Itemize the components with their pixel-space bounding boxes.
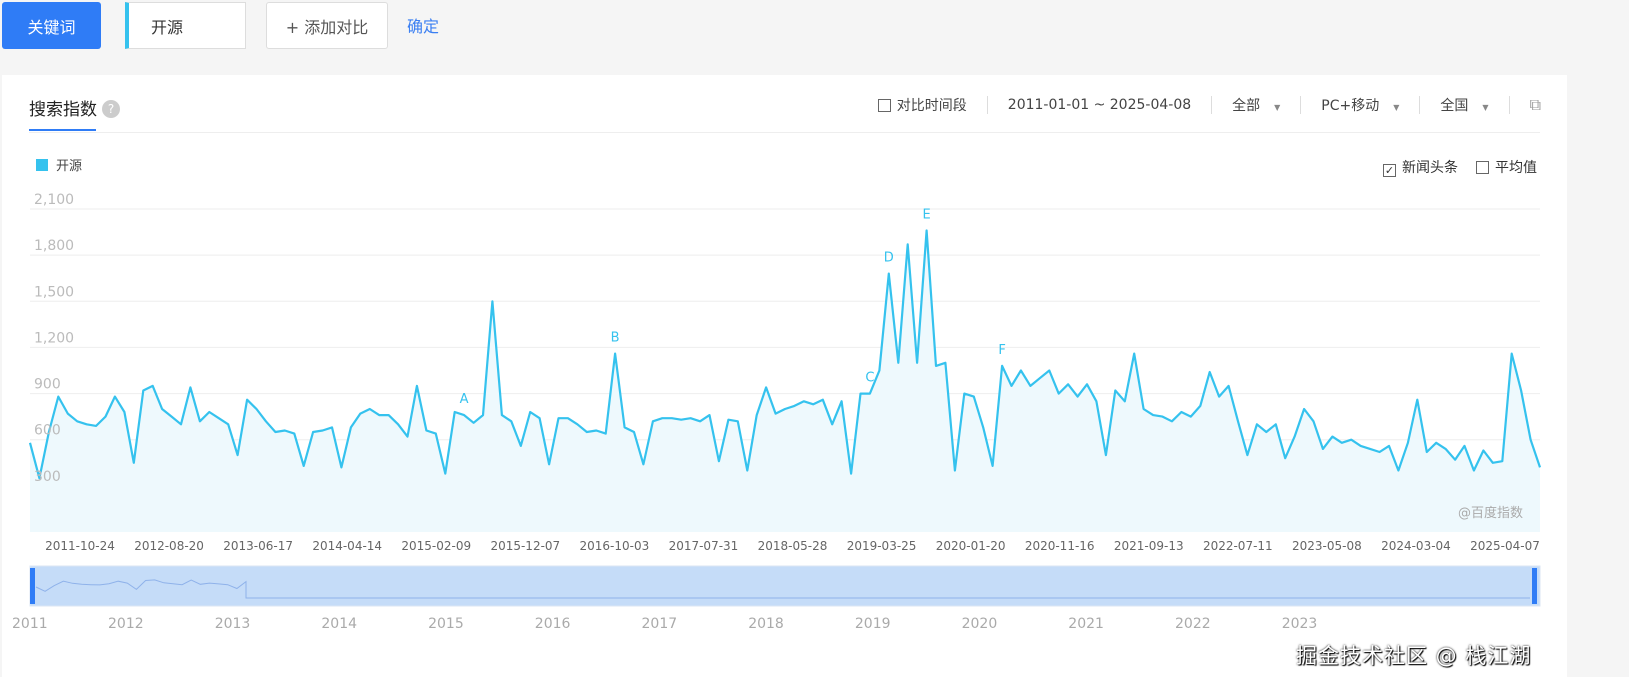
y-tick-label: 1,200 — [34, 330, 74, 346]
x-tick-label: 2022-07-11 — [1203, 539, 1273, 553]
keyword-button[interactable]: 关键词 — [2, 2, 101, 49]
navigator-year-label: 2021 — [1068, 616, 1104, 632]
x-tick-label: 2016-10-03 — [580, 539, 650, 553]
x-tick-label: 2013-06-17 — [223, 539, 293, 553]
divider — [29, 132, 1540, 133]
news-label: 新闻头条 — [1402, 160, 1458, 176]
navigator-year-label: 2012 — [108, 616, 144, 632]
x-tick-label: 2012-08-20 — [134, 539, 204, 553]
watermark: 掘金技术社区 @ 栈江湖 — [1296, 644, 1532, 668]
navigator-year-label: 2013 — [215, 616, 251, 632]
average-label: 平均值 — [1495, 160, 1537, 176]
annotation-E: E — [922, 208, 930, 223]
separator — [1508, 96, 1510, 114]
confirm-link[interactable]: 确定 — [407, 17, 440, 36]
export-icon[interactable]: ⧉ — [1529, 95, 1541, 114]
y-tick-label: 1,800 — [34, 238, 74, 254]
navigator-year-label: 2015 — [428, 616, 464, 632]
x-tick-label: 2018-05-28 — [758, 539, 828, 553]
x-tick-label: 2015-12-07 — [490, 539, 560, 553]
x-tick-label: 2024-03-04 — [1381, 539, 1451, 553]
help-icon[interactable]: ? — [102, 100, 120, 118]
annotation-F: F — [998, 343, 1005, 358]
navigator-year-label: 2020 — [962, 616, 998, 632]
separator — [1300, 96, 1302, 114]
annotation-A: A — [460, 392, 469, 407]
legend-swatch — [36, 158, 48, 171]
keyword-input[interactable]: 开源 — [125, 2, 246, 49]
x-tick-label: 2025-04-07 — [1470, 539, 1540, 553]
navigator-year-label: 2018 — [748, 616, 784, 632]
x-tick-label: 2014-04-14 — [312, 539, 382, 553]
chart-legend[interactable]: 开源 — [36, 155, 82, 174]
navigator-year-label: 2023 — [1282, 616, 1318, 632]
x-tick-label: 2021-09-13 — [1114, 539, 1184, 553]
region-label: 全国 — [1440, 98, 1469, 114]
series-area — [30, 230, 1540, 532]
x-tick-label: 2015-02-09 — [401, 539, 471, 553]
y-tick-label: 1,500 — [34, 284, 74, 300]
navigator-year-label: 2017 — [642, 616, 678, 632]
y-tick-label: 300 — [34, 469, 61, 485]
annotation-B: B — [611, 331, 620, 346]
news-checkbox[interactable]: ✓ 新闻头条 — [1383, 157, 1458, 177]
average-checkbox[interactable]: 平均值 — [1476, 157, 1537, 177]
legend-label: 开源 — [56, 159, 83, 174]
separator — [986, 96, 988, 114]
annotation-D: D — [884, 251, 894, 266]
x-tick-label: 2017-07-31 — [669, 539, 739, 553]
filter-controls: 对比时间段 2011-01-01 ~ 2025-04-08 全部 ▼ PC+移动 ▼… — [877, 95, 1541, 115]
x-tick-label: 2011-10-24 — [45, 539, 115, 553]
navigator-preview-line — [35, 579, 1530, 599]
caret-down-icon: ▼ — [1274, 103, 1281, 112]
panel-title[interactable]: 搜索指数? — [29, 95, 120, 120]
navigator-left-handle[interactable] — [30, 568, 35, 604]
date-range-picker[interactable]: 2011-01-01 ~ 2025-04-08 — [1007, 97, 1192, 113]
navigator-year-label: 2019 — [855, 616, 891, 632]
add-compare-button[interactable]: + 添加对比 — [266, 2, 388, 49]
annotation-C: C — [865, 371, 874, 386]
chart-options: ✓ 新闻头条 平均值 — [1383, 157, 1537, 177]
series-line — [28, 229, 1542, 480]
caret-down-icon: ▼ — [1482, 103, 1489, 112]
checkbox-checked-icon: ✓ — [1383, 164, 1396, 177]
source-dropdown[interactable]: 全部 ▼ — [1232, 95, 1280, 115]
caret-down-icon: ▼ — [1393, 103, 1400, 112]
navigator-right-handle[interactable] — [1532, 568, 1537, 604]
y-tick-label: 900 — [34, 377, 61, 393]
navigator-year-label: 2014 — [321, 616, 357, 632]
title-text: 搜索指数 — [29, 100, 97, 120]
top-bar: 关键词 开源 + 添加对比 确定 — [0, 0, 1629, 75]
x-tick-label: 2020-11-16 — [1025, 539, 1095, 553]
separator — [1211, 96, 1213, 114]
active-tab-indicator — [29, 129, 96, 131]
device-dropdown[interactable]: PC+移动 ▼ — [1321, 95, 1399, 115]
x-tick-label: 2020-01-20 — [936, 539, 1006, 553]
navigator-year-label: 2011 — [12, 616, 48, 632]
navigator-year-label: 2016 — [535, 616, 571, 632]
compare-period-checkbox[interactable]: 对比时间段 — [877, 95, 967, 115]
region-dropdown[interactable]: 全国 ▼ — [1440, 95, 1488, 115]
navigator-year-label: 2022 — [1175, 616, 1211, 632]
y-tick-label: 600 — [34, 423, 61, 439]
checkbox-icon — [1476, 161, 1489, 174]
navigator-window — [29, 565, 1541, 607]
x-tick-label: 2019-03-25 — [847, 539, 917, 553]
compare-period-label: 对比时间段 — [896, 98, 967, 114]
source-label: 全部 — [1232, 98, 1261, 114]
separator — [1419, 96, 1421, 114]
y-tick-label: 2,100 — [34, 192, 74, 208]
checkbox-icon — [877, 99, 891, 112]
baidu-index-mark: @百度指数 — [1458, 506, 1524, 521]
x-tick-label: 2023-05-08 — [1292, 539, 1362, 553]
device-label: PC+移动 — [1321, 98, 1380, 114]
